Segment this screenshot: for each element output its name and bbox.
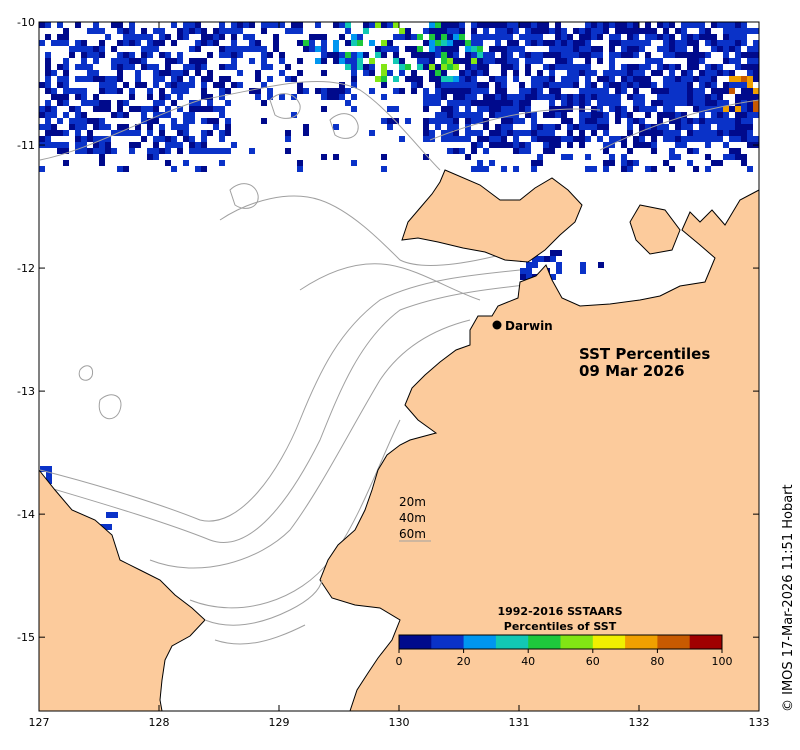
isobath-lines [39,80,759,609]
colorbar-swatch [495,635,529,649]
colorbar-swatch [592,635,626,649]
x-tick-label: 133 [749,716,770,729]
map-title: SST Percentiles [579,345,710,363]
colorbar-tick-label: 0 [396,655,403,668]
y-axis-labels: -10 -11 -12 -13 -14 -15 [17,16,35,644]
darwin-label: Darwin [505,319,553,333]
colorbar-tick-labels: 0 20 40 60 80 100 [396,649,733,668]
western-coast [39,469,206,711]
x-tick-label: 129 [269,716,290,729]
depth-label-40: 40m [399,511,426,525]
colorbar-swatch [431,635,465,649]
colorbar-frame [398,634,723,650]
y-tick-label: -13 [17,385,35,398]
x-tick-label: 132 [629,716,650,729]
colorbar-swatches [398,634,723,650]
bay-isobaths [204,579,323,645]
colorbar-swatch [528,635,561,649]
depth-legend: 20m 40m 60m [399,495,431,542]
y-tick-label: -12 [17,262,35,275]
darwin-point [492,320,502,330]
colorbar-title-line2: Percentiles of SST [504,620,617,633]
colorbar-swatch [560,635,594,649]
colorbar-title-line1: 1992-2016 SSTAARS [497,605,622,618]
peninsula-north [401,169,583,263]
mainland-coast [319,189,759,711]
depth-label-60: 60m [399,527,426,541]
map-date: 09 Mar 2026 [579,362,685,380]
colorbar-tick-label: 40 [521,655,535,668]
colorbar-swatch [689,635,723,649]
x-tick-label: 128 [149,716,170,729]
depth-label-20: 20m [399,495,426,509]
axis-ticks [38,21,760,711]
island-east [629,204,681,255]
sst-data-pixels [39,22,759,530]
x-axis-labels: 127 128 129 130 131 132 133 [29,716,770,729]
x-tick-label: 130 [389,716,410,729]
colorbar-swatch [399,635,432,649]
colorbar-swatch [625,635,658,649]
colorbar-tick-label: 60 [586,655,600,668]
colorbar-tick-label: 20 [457,655,471,668]
y-tick-label: -15 [17,631,35,644]
colorbar-tick-label: 100 [712,655,733,668]
colorbar-tick-label: 80 [650,655,664,668]
y-tick-label: -11 [17,139,35,152]
colorbar-swatch [657,635,691,649]
y-tick-label: -14 [17,508,35,521]
x-tick-label: 127 [29,716,50,729]
credit-text: © IMOS 17-Mar-2026 11:51 Hobart [781,484,796,712]
y-tick-label: -10 [17,16,35,29]
x-tick-label: 131 [509,716,530,729]
colorbar-swatch [463,635,497,649]
darwin-marker: Darwin [492,319,553,333]
land-areas [39,169,759,711]
colorbar: 1992-2016 SSTAARS Percentiles of SST 0 20… [396,605,733,668]
